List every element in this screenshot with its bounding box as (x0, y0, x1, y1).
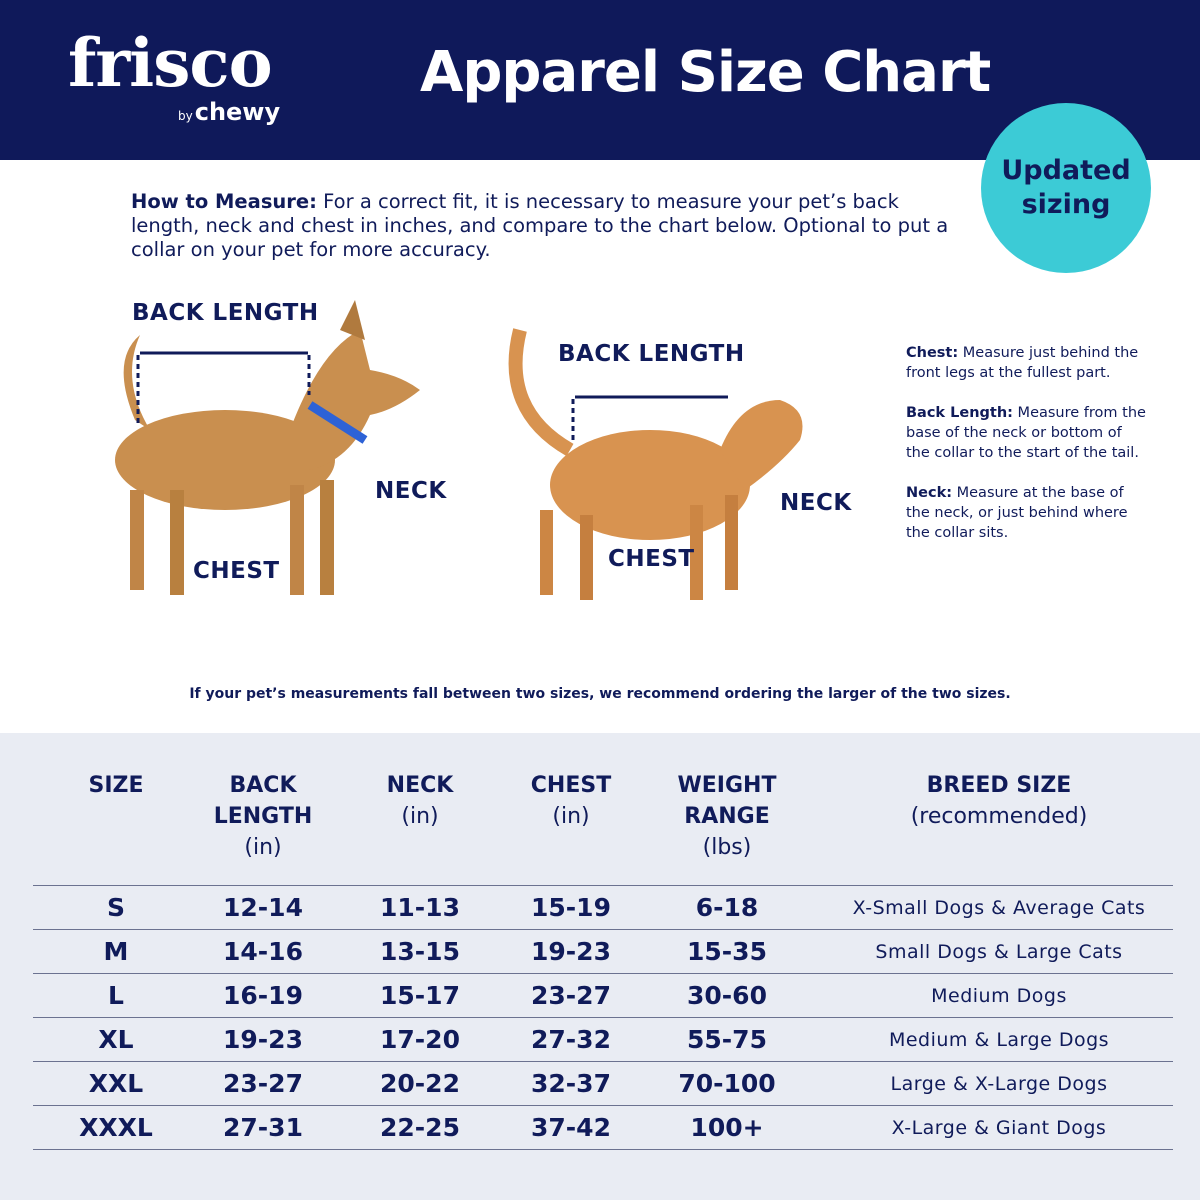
how-to-measure: How to Measure: For a correct fit, it is… (131, 190, 951, 262)
frisco-logo: frisco bychewy (68, 24, 280, 126)
column-header: NECK (in) (327, 770, 513, 886)
dog-neck-label: NECK (375, 478, 447, 504)
table-cell: Large & X-Large Dogs (825, 1061, 1173, 1106)
table-cell: X-Small Dogs & Average Cats (825, 885, 1173, 930)
table-cell: 23-27 (199, 1061, 327, 1106)
table-cell: 17-20 (327, 1017, 513, 1062)
table-cell: 20-22 (327, 1061, 513, 1106)
header-unit: (in) (244, 835, 282, 860)
header-unit: (recommended) (910, 804, 1088, 829)
logo-chewy: chewy (194, 98, 281, 126)
intro-bold: How to Measure: (131, 190, 317, 213)
cat-chest-label: CHEST (608, 546, 695, 572)
table-cell: 32-37 (513, 1061, 629, 1106)
cat-back-length-label: BACK LENGTH (558, 341, 745, 367)
logo-text: frisco (68, 24, 273, 102)
column-header: BACK LENGTH (in) (199, 770, 327, 886)
header-l1: CHEST (530, 773, 612, 798)
column-header: CHEST (in) (513, 770, 629, 886)
dog-back-length-label: BACK LENGTH (132, 300, 319, 326)
table-cell: 19-23 (199, 1017, 327, 1062)
table-cell: M (33, 929, 199, 974)
table-cell: 100+ (629, 1105, 825, 1150)
table-cell: Medium & Large Dogs (825, 1017, 1173, 1062)
measurement-notes: Chest: Measure just behind the front leg… (906, 343, 1146, 563)
table-cell: 15-19 (513, 885, 629, 930)
table-cell: L (33, 973, 199, 1018)
table-cell: 22-25 (327, 1105, 513, 1150)
table-cell: 15-35 (629, 929, 825, 974)
table-cell: 27-31 (199, 1105, 327, 1150)
dog-chest-label: CHEST (193, 558, 280, 584)
table-cell: 23-27 (513, 973, 629, 1018)
table-cell: 27-32 (513, 1017, 629, 1062)
table-row: XL 19-23 17-20 27-32 55-75 Medium & Large Dog… (33, 1017, 1173, 1062)
header-unit: (lbs) (702, 835, 752, 860)
header-l1: WEIGHT (677, 773, 777, 798)
column-header: SIZE (33, 770, 199, 886)
table-cell: 6-18 (629, 885, 825, 930)
table-cell: XXL (33, 1061, 199, 1106)
table-cell: 11-13 (327, 885, 513, 930)
table-cell: 55-75 (629, 1017, 825, 1062)
table-cell: 70-100 (629, 1061, 825, 1106)
table-cell: Medium Dogs (825, 973, 1173, 1018)
logo-by: by (178, 109, 193, 123)
note-title: Chest: (906, 345, 959, 361)
table-row: S 12-14 11-13 15-19 6-18 X-Small Dogs & Avera… (33, 885, 1173, 930)
note-neck: Neck: Measure at the base of the neck, o… (906, 483, 1146, 543)
table-cell: 30-60 (629, 973, 825, 1018)
table-cell: 19-23 (513, 929, 629, 974)
size-table: SIZE BACK LENGTH (in) NECK (in) CHEST (in) WEIGH… (33, 770, 1173, 1150)
header-unit: (in) (552, 804, 590, 829)
note-text: Measure from the base of the neck or bot… (906, 405, 1146, 461)
header-l2: LENGTH (213, 804, 313, 829)
table-row: XXXL 27-31 22-25 37-42 100+ X-Large & Giant D… (33, 1105, 1173, 1150)
table-cell: XL (33, 1017, 199, 1062)
header-unit: (in) (401, 804, 439, 829)
intro-text: For a correct fit, it is necessary to me… (131, 190, 949, 261)
updated-sizing-badge: Updated sizing (981, 103, 1151, 273)
note-text: Measure at the base of the neck, or just… (906, 485, 1128, 541)
table-cell: 14-16 (199, 929, 327, 974)
table-cell: 16-19 (199, 973, 327, 1018)
note-chest: Chest: Measure just behind the front leg… (906, 343, 1146, 383)
table-cell: S (33, 885, 199, 930)
table-cell: 37-42 (513, 1105, 629, 1150)
sizing-tip: If your pet’s measurements fall between … (189, 686, 1011, 702)
table-row: L 16-19 15-17 23-27 30-60 Medium Dogs (33, 973, 1173, 1018)
cat-image (508, 328, 803, 600)
table-cell: 12-14 (199, 885, 327, 930)
badge-text: Updated sizing (1001, 155, 1131, 220)
table-cell: Small Dogs & Large Cats (825, 929, 1173, 974)
logo-sub: bychewy (178, 98, 280, 126)
note-title: Neck: (906, 485, 953, 501)
dog-image (115, 300, 420, 595)
table-cell: 15-17 (327, 973, 513, 1018)
header-l1: SIZE (88, 773, 144, 798)
page-title: Apparel Size Chart (420, 40, 991, 105)
header-l2: RANGE (684, 804, 770, 829)
header-l1: NECK (386, 773, 454, 798)
header-l1: BREED SIZE (926, 773, 1072, 798)
table-cell: 13-15 (327, 929, 513, 974)
pet-illustrations (115, 300, 803, 600)
note-back-length: Back Length: Measure from the base of th… (906, 403, 1146, 463)
cat-neck-label: NECK (780, 490, 852, 516)
table-row: M 14-16 13-15 19-23 15-35 Small Dogs & Large … (33, 929, 1173, 974)
header: frisco bychewy Apparel Size Chart (0, 0, 1200, 160)
table-cell: X-Large & Giant Dogs (825, 1105, 1173, 1150)
header-l1: BACK (229, 773, 297, 798)
column-header: WEIGHT RANGE (lbs) (629, 770, 825, 886)
column-header: BREED SIZE (recommended) (825, 770, 1173, 886)
table-row: XXL 23-27 20-22 32-37 70-100 Large & X-Large … (33, 1061, 1173, 1106)
table-cell: XXXL (33, 1105, 199, 1150)
note-text: Measure just behind the front legs at th… (906, 345, 1139, 381)
note-title: Back Length: (906, 405, 1013, 421)
